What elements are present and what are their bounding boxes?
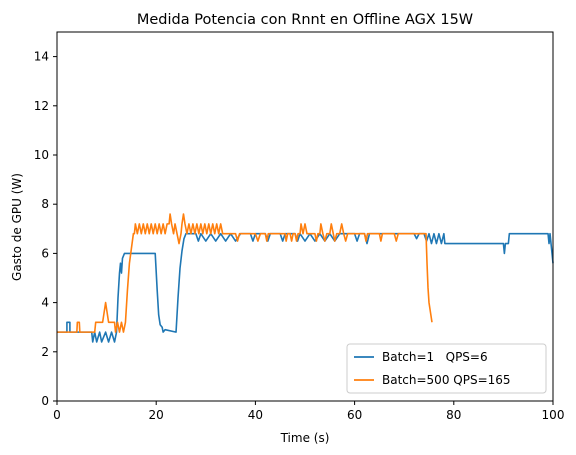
y-axis-label: Gasto de GPU (W) (10, 173, 24, 281)
series-line-batch-500 (57, 213, 433, 333)
x-axis-label: Time (s) (280, 431, 330, 445)
series-line-batch-1 (57, 232, 554, 343)
legend-box (346, 343, 547, 394)
plot-background (57, 32, 553, 401)
y-tick-label: 0 (41, 394, 49, 408)
y-tick-label: 6 (41, 246, 49, 260)
y-tick-label: 10 (34, 148, 49, 162)
series-lines (57, 213, 554, 343)
y-tick-label: 14 (34, 50, 49, 64)
x-tick-label: 60 (347, 408, 362, 422)
x-tick-label: 80 (446, 408, 461, 422)
x-tick-label: 40 (248, 408, 263, 422)
x-tick-label: 100 (542, 408, 565, 422)
x-tick-label: 20 (149, 408, 164, 422)
y-tick-label: 12 (34, 99, 49, 113)
y-tick-label: 4 (41, 296, 49, 310)
x-tick-label: 0 (53, 408, 61, 422)
chart-title: Medida Potencia con Rnnt en Offline AGX … (137, 12, 473, 28)
legend-label-batch-500: Batch=500 QPS=165 (382, 373, 511, 387)
legend: Batch=1 QPS=6 Batch=500 QPS=165 (346, 343, 547, 394)
plot-area: 0 20 40 60 80 100 0 2 4 6 8 10 12 14 (34, 31, 565, 422)
y-tick-label: 2 (41, 345, 49, 359)
y-tick-label: 8 (41, 197, 49, 211)
plot-frame (56, 31, 554, 402)
axis-ticks: 0 20 40 60 80 100 0 2 4 6 8 10 12 14 (34, 50, 565, 422)
legend-label-batch-1: Batch=1 QPS=6 (382, 350, 488, 364)
